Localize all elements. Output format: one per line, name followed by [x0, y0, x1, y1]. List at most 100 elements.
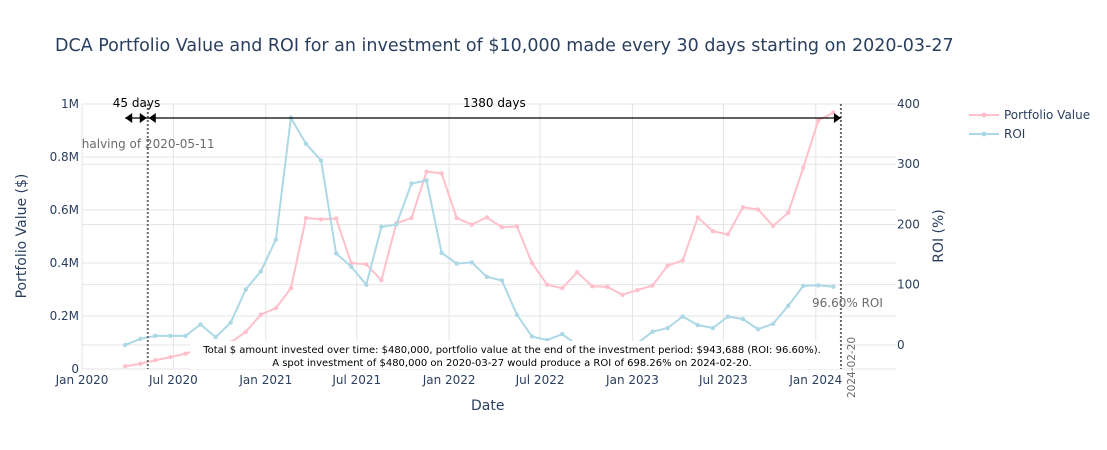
- data-point-portfolio-value: [544, 282, 550, 287]
- data-point-portfolio-value: [755, 207, 761, 212]
- data-point-portfolio-value: [605, 284, 610, 290]
- data-point-portfolio-value: [258, 312, 264, 317]
- legend-item-roi[interactable]: ROI: [969, 127, 1025, 141]
- data-point-portfolio-value: [620, 292, 625, 297]
- data-point-portfolio-value: [635, 287, 640, 293]
- data-point-roi: [529, 334, 535, 339]
- data-point-roi: [183, 333, 188, 339]
- y-tick-label: 0.2M: [50, 309, 79, 323]
- chart-title: DCA Portfolio Value and ROI for an inves…: [55, 36, 954, 56]
- data-point-portfolio-value: [484, 215, 490, 220]
- x-tick-label: Jul 2021: [331, 373, 381, 387]
- data-point-portfolio-value: [318, 217, 324, 222]
- data-point-portfolio-value: [153, 358, 158, 363]
- data-point-roi: [770, 321, 776, 327]
- x-tick-label: Jul 2020: [148, 373, 198, 387]
- data-point-roi: [454, 261, 459, 266]
- data-point-roi: [484, 274, 490, 280]
- data-point-portfolio-value: [288, 285, 294, 291]
- y2-axis-title: ROI (%): [931, 209, 947, 263]
- data-point-roi: [213, 334, 218, 340]
- x-tick-label: Jan 2022: [422, 373, 476, 387]
- span-short-arrow-left: [125, 113, 133, 123]
- data-point-roi: [755, 327, 761, 332]
- data-point-portfolio-value: [499, 225, 505, 230]
- data-point-roi: [469, 260, 474, 265]
- data-point-roi: [514, 312, 520, 317]
- summary-note-background: [190, 341, 840, 369]
- x-tick-label: Jul 2023: [698, 373, 748, 387]
- legend-label-roi: ROI: [1004, 127, 1025, 141]
- span-long-arrow-right: [833, 113, 841, 123]
- data-point-portfolio-value: [801, 165, 806, 170]
- data-point-roi: [801, 283, 806, 289]
- data-point-portfolio-value: [559, 285, 565, 291]
- y-axis-title: Portfolio Value ($): [14, 174, 30, 299]
- x-tick-label: Jul 2022: [515, 373, 565, 387]
- data-point-roi: [424, 178, 429, 183]
- data-point-roi: [785, 303, 791, 308]
- y2-tick-label: 300: [897, 157, 920, 171]
- data-point-portfolio-value: [514, 224, 520, 229]
- legend-item-portfolio[interactable]: Portfolio Value: [969, 108, 1090, 122]
- x-tick-label: Jan 2024: [788, 373, 842, 387]
- roi-end-label: 96.60% ROI: [812, 296, 883, 310]
- data-point-roi: [318, 158, 324, 163]
- data-point-roi: [333, 251, 339, 256]
- data-point-portfolio-value: [454, 215, 459, 221]
- data-point-portfolio-value: [379, 278, 384, 283]
- data-point-roi: [725, 314, 731, 319]
- data-point-roi: [168, 333, 173, 339]
- data-point-roi: [243, 287, 248, 292]
- data-point-portfolio-value: [122, 364, 128, 369]
- data-point-roi: [740, 316, 746, 322]
- data-point-portfolio-value: [409, 215, 414, 221]
- data-point-roi: [394, 222, 399, 227]
- data-point-roi: [816, 283, 821, 288]
- data-point-portfolio-value: [680, 258, 685, 263]
- series-lines: [122, 110, 836, 369]
- data-point-roi: [153, 333, 158, 339]
- legend-label-portfolio: Portfolio Value: [1004, 108, 1090, 122]
- data-point-portfolio-value: [138, 361, 143, 366]
- data-point-roi: [228, 320, 233, 325]
- x-axis-title: Date: [471, 398, 504, 414]
- summary-note-line1: Total $ amount invested over time: $480,…: [202, 345, 821, 356]
- data-point-roi: [695, 322, 700, 328]
- data-point-roi: [439, 250, 444, 255]
- data-point-roi: [364, 282, 369, 287]
- series-line-roi: [124, 114, 834, 349]
- data-point-roi: [680, 314, 685, 319]
- y-tick-label: 1M: [61, 97, 79, 111]
- data-point-portfolio-value: [168, 354, 173, 360]
- span-long-label: 1380 days: [463, 96, 526, 110]
- span-short-arrow-right: [139, 113, 147, 123]
- span-short-label: 45 days: [113, 96, 160, 110]
- data-point-roi: [122, 342, 128, 348]
- data-point-portfolio-value: [725, 232, 731, 237]
- data-point-roi: [499, 278, 505, 283]
- data-point-portfolio-value: [665, 263, 670, 268]
- data-point-portfolio-value: [575, 270, 580, 275]
- legend-marker-portfolio: [981, 112, 987, 118]
- data-point-roi: [650, 329, 655, 334]
- legend: Portfolio Value ROI: [969, 108, 1090, 141]
- data-point-portfolio-value: [770, 223, 776, 229]
- y-tick-label: 0.6M: [50, 203, 79, 217]
- data-point-portfolio-value: [303, 215, 309, 221]
- data-point-roi: [409, 181, 414, 186]
- axis-ticks: Jan 2020 Jul 2020 Jan 2021 Jul 2021 Jan 2022…: [50, 97, 920, 387]
- data-point-portfolio-value: [650, 283, 655, 288]
- halving-label: halving of 2020-05-11: [82, 137, 215, 151]
- data-point-roi: [303, 141, 309, 146]
- grid-lines: [81, 103, 896, 370]
- data-point-portfolio-value: [424, 169, 429, 174]
- y-tick-label: 0: [71, 362, 79, 376]
- data-point-roi: [559, 331, 565, 337]
- data-point-portfolio-value: [590, 284, 595, 289]
- y2-tick-label: 400: [897, 97, 920, 111]
- end-date-label: 2024-02-20: [846, 337, 858, 398]
- data-point-portfolio-value: [710, 229, 716, 234]
- data-point-roi: [710, 325, 716, 331]
